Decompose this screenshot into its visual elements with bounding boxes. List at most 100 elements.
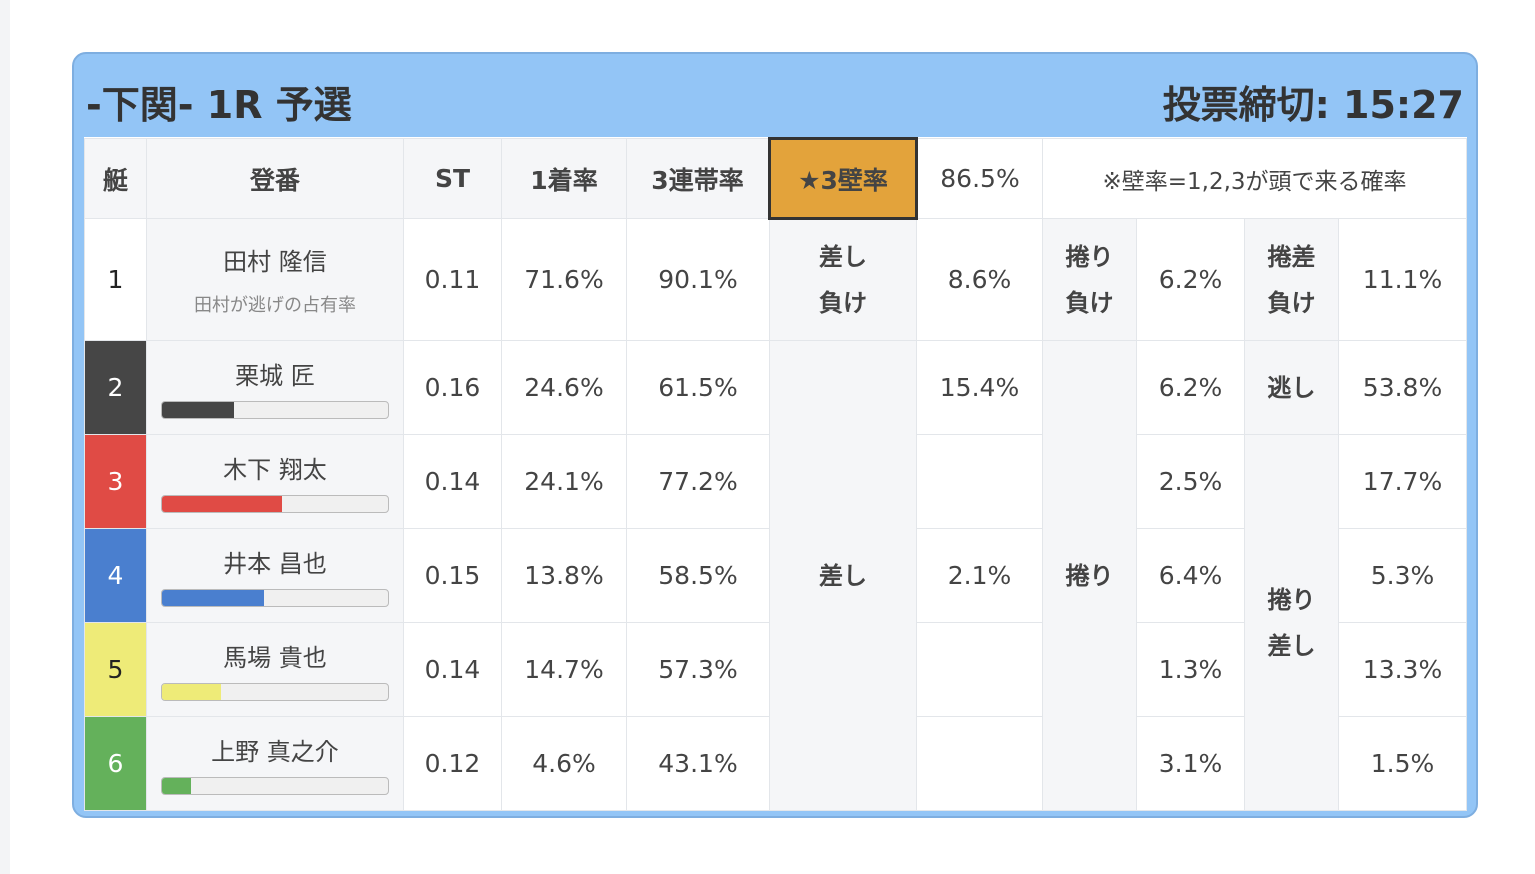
label-line: 負け [819, 289, 867, 317]
column-header: 3連帯率 [626, 138, 770, 219]
boat-number: 2 [84, 340, 147, 435]
sashi-rate [916, 622, 1043, 717]
sashi-rate [916, 434, 1043, 529]
label-line: 負け [1065, 288, 1114, 317]
sashi-rate: 15.4% [916, 340, 1043, 435]
racer-cell: 上野 真之介 [146, 716, 404, 811]
racer-name: 上野 真之介 [211, 738, 339, 766]
makuri-rate: 6.4% [1136, 528, 1245, 623]
gauge-track [161, 777, 389, 795]
column-header: ST [403, 138, 502, 219]
top3-rate: 77.2% [626, 434, 770, 529]
st: 0.11 [403, 218, 502, 341]
gauge-fill [162, 590, 264, 606]
pattern-label: 捲り 負け [1042, 218, 1137, 341]
gauge-track [161, 495, 389, 513]
win-rate: 4.6% [501, 716, 627, 811]
boat-number: 4 [84, 528, 147, 623]
pattern-label: 捲り 差し [1244, 434, 1339, 811]
makurisashi-rate: 13.3% [1337, 622, 1468, 717]
column-header: 登番 [146, 138, 404, 219]
racer-name: 栗城 匠 [235, 362, 315, 390]
makuri-rate: 6.2% [1136, 218, 1245, 341]
label-line: 差し [819, 243, 867, 271]
makuri-rate: 6.2% [1136, 340, 1245, 435]
win-rate: 24.6% [501, 340, 627, 435]
label-line: 負け [1267, 288, 1316, 317]
column-header: 艇 [84, 138, 147, 219]
racer-cell: 田村 隆信田村が逃げの占有率 [146, 218, 404, 341]
gauge-fill [162, 684, 221, 700]
label-line: 捲差 [1267, 242, 1316, 271]
column-header: 1着率 [501, 138, 627, 219]
sashi-rate: 8.6% [916, 218, 1043, 341]
racer-name: 田村 隆信 [223, 248, 327, 276]
top3-rate: 61.5% [626, 340, 770, 435]
pattern-label: 逃し [1244, 340, 1339, 435]
header-row: 艇登番 ST 1着率 3連帯率 ★3壁率 86.5% ※壁率=1,2,3が頭で来る確率 [84, 137, 1468, 220]
label-line: 捲り [1065, 242, 1114, 271]
pattern-label: 差し 負け [769, 218, 917, 341]
race-panel: -下関- 1R 予選 投票締切: 15:27 艇登番 ST 1着率 3連帯率 ★3壁率 8… [72, 52, 1478, 818]
boat-number: 5 [84, 622, 147, 717]
win-rate: 71.6% [501, 218, 627, 341]
makurisashi-rate: 11.1% [1337, 218, 1468, 341]
boat-number: 3 [84, 434, 147, 529]
racer-note: 田村が逃げの占有率 [194, 295, 356, 316]
racer-cell: 木下 翔太 [146, 434, 404, 529]
gauge-track [161, 589, 389, 607]
racer-cell: 栗城 匠 [146, 340, 404, 435]
racer-cell: 井本 昌也 [146, 528, 404, 623]
makuri-rate: 2.5% [1136, 434, 1245, 529]
st: 0.12 [403, 716, 502, 811]
top3-rate: 57.3% [626, 622, 770, 717]
boat-number: 6 [84, 716, 147, 811]
top3-rate: 90.1% [626, 218, 770, 341]
boat-number: 1 [84, 218, 147, 341]
gauge-track [161, 401, 389, 419]
note: ※壁率=1,2,3が頭で来る確率 [1041, 138, 1468, 219]
label-line: 捲り [1267, 585, 1316, 614]
st: 0.14 [403, 622, 502, 717]
gauge-fill [162, 402, 235, 418]
racer-row: 6 上野 真之介 0.12 4.6% 43.1% 3.1% 1.5% [84, 716, 1468, 811]
column-header: ★3壁率 [768, 137, 918, 220]
win-rate: 24.1% [501, 434, 627, 529]
race-table: 艇登番 ST 1着率 3連帯率 ★3壁率 86.5% ※壁率=1,2,3が頭で来る確率 1 田村… [84, 137, 1468, 811]
racer-row: 3 木下 翔太 0.14 24.1% 77.2% 2.5% 捲り 差し 17.7% [84, 434, 1468, 811]
makurisashi-rate: 53.8% [1337, 340, 1468, 435]
racer-name: 木下 翔太 [223, 456, 327, 484]
pattern-label: 差し [769, 340, 917, 811]
sashi-rate [916, 716, 1043, 811]
top3-rate: 43.1% [626, 716, 770, 811]
sashi-rate: 2.1% [916, 528, 1043, 623]
racer-row: 1 田村 隆信 田村が逃げの占有率 0.11 71.6% 90.1% 差し 負け 8.6% 捲り負… [84, 218, 1468, 341]
win-rate: 14.7% [501, 622, 627, 717]
gauge-fill [162, 496, 282, 512]
side-strip [0, 0, 10, 874]
top3-rate: 58.5% [626, 528, 770, 623]
pattern-label: 捲差 負け [1244, 218, 1339, 341]
makuri-rate: 1.3% [1136, 622, 1245, 717]
gauge-track [161, 683, 389, 701]
label-line: 差し [1267, 631, 1316, 660]
makurisashi-rate: 17.7% [1337, 434, 1468, 529]
st: 0.15 [403, 528, 502, 623]
racer-row: 2 栗城 匠 0.16 24.6% 61.5% 差し 15.4% 捲り 6.2% 逃し 53.8% [84, 340, 1468, 811]
makurisashi-rate: 1.5% [1337, 716, 1468, 811]
race-title: -下関- 1R 予選 [86, 83, 352, 127]
pattern-label: 捲り [1042, 340, 1137, 811]
st: 0.14 [403, 434, 502, 529]
racer-cell: 馬場 貴也 [146, 622, 404, 717]
racer-name: 馬場 貴也 [223, 644, 327, 672]
gauge-fill [162, 778, 192, 794]
deadline: 投票締切: 15:27 [1162, 83, 1464, 127]
st: 0.16 [403, 340, 502, 435]
racer-row: 4 井本 昌也 0.15 13.8% 58.5% 2.1% 6.4% 5.3% [84, 528, 1468, 623]
racer-name: 井本 昌也 [223, 550, 327, 578]
makuri-rate: 3.1% [1136, 716, 1245, 811]
wall-rate: 86.5% [916, 138, 1043, 219]
makurisashi-rate: 5.3% [1337, 528, 1468, 623]
win-rate: 13.8% [501, 528, 627, 623]
